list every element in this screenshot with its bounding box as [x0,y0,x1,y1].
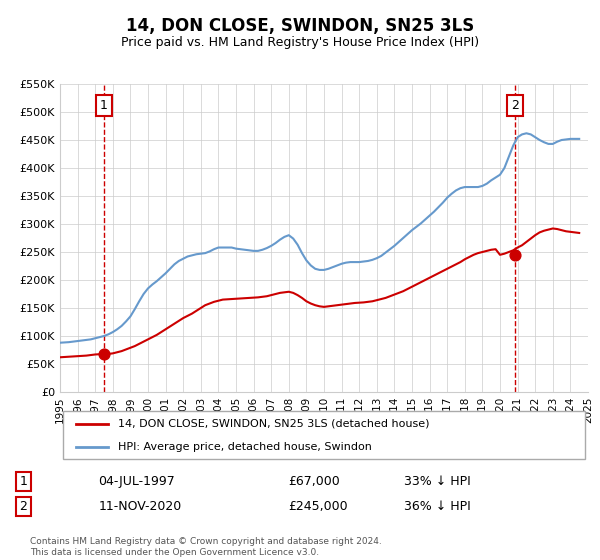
Text: 1: 1 [100,99,108,112]
Text: 14, DON CLOSE, SWINDON, SN25 3LS (detached house): 14, DON CLOSE, SWINDON, SN25 3LS (detach… [118,419,430,429]
FancyBboxPatch shape [62,412,586,459]
Text: 14, DON CLOSE, SWINDON, SN25 3LS: 14, DON CLOSE, SWINDON, SN25 3LS [126,17,474,35]
Text: Contains HM Land Registry data © Crown copyright and database right 2024.: Contains HM Land Registry data © Crown c… [30,537,382,546]
Text: £245,000: £245,000 [289,500,348,514]
Text: HPI: Average price, detached house, Swindon: HPI: Average price, detached house, Swin… [118,442,372,452]
Point [511,250,520,259]
Text: Price paid vs. HM Land Registry's House Price Index (HPI): Price paid vs. HM Land Registry's House … [121,36,479,49]
Point [99,350,109,359]
Text: 36% ↓ HPI: 36% ↓ HPI [404,500,470,514]
Text: This data is licensed under the Open Government Licence v3.0.: This data is licensed under the Open Gov… [30,548,319,557]
Text: 2: 2 [20,500,28,514]
Text: 2: 2 [511,99,519,112]
Text: 33% ↓ HPI: 33% ↓ HPI [404,475,470,488]
Text: 04-JUL-1997: 04-JUL-1997 [98,475,175,488]
Text: 1: 1 [20,475,28,488]
Text: 11-NOV-2020: 11-NOV-2020 [98,500,182,514]
Text: £67,000: £67,000 [289,475,340,488]
